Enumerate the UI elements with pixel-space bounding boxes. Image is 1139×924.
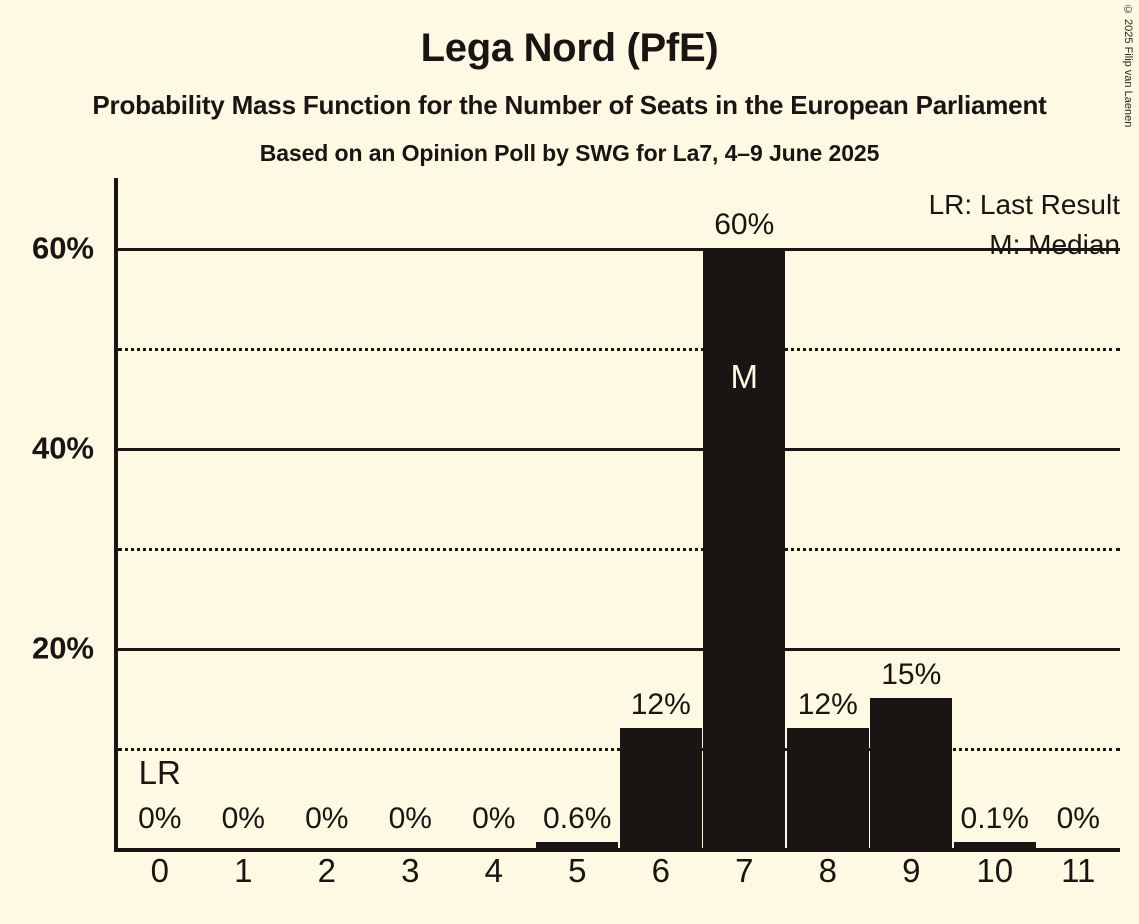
bar-value-label: 0% <box>305 802 349 835</box>
page-title: Lega Nord (PfE) <box>420 26 719 70</box>
gridline-minor <box>118 748 1120 751</box>
bar <box>870 698 953 848</box>
bar-value-label: 0.6% <box>543 802 612 835</box>
plot-area: 20% 40% 60% 0% 0% 0% 0% 0% 0.6% 12% 60% 12% 15% 0.1%… <box>32 178 1120 887</box>
bar <box>703 248 786 848</box>
gridline-minor <box>118 548 1120 551</box>
bar <box>619 728 702 848</box>
bar-value-label: 0% <box>1056 802 1100 835</box>
x-axis-tick-label: 10 <box>976 852 1014 889</box>
x-axis-tick-label: 7 <box>735 852 754 889</box>
bar-value-label: 0.1% <box>960 802 1029 835</box>
y-axis-tick-label: 20% <box>31 630 94 666</box>
bar-value-label: 0% <box>472 802 516 835</box>
x-axis-tick-label: 5 <box>568 852 587 889</box>
legend-item-last-result: LR: Last Result <box>928 189 1120 220</box>
y-axis-tick-label: 40% <box>31 430 94 466</box>
x-axis-tick-label: 4 <box>484 852 503 889</box>
bar-value-label: 0% <box>388 802 432 835</box>
y-axis-tick-label: 60% <box>31 230 94 266</box>
bar-value-label: 12% <box>797 688 858 721</box>
gridline-major <box>118 448 1120 451</box>
bar-value-label: 60% <box>714 208 775 241</box>
bar-value-label: 0% <box>221 802 265 835</box>
copyright-notice: © 2025 Filip van Laenen <box>1122 4 1134 128</box>
y-axis-line <box>114 178 118 848</box>
median-marker: M <box>730 358 759 395</box>
x-axis-tick-label: 3 <box>401 852 420 889</box>
x-axis-tick-label: 0 <box>150 852 169 889</box>
title-block: Lega Nord (PfE) Probability Mass Functio… <box>0 0 1139 165</box>
chart-source-note: Based on an Opinion Poll by SWG for La7,… <box>259 140 880 166</box>
gridline-major <box>118 648 1120 651</box>
bar <box>953 842 1036 848</box>
x-axis-line <box>114 848 1120 852</box>
x-axis-tick-label: 1 <box>234 852 253 889</box>
bar <box>536 842 619 848</box>
gridline-minor <box>118 348 1120 351</box>
last-result-marker: LR <box>138 754 181 791</box>
bar-value-label: 12% <box>630 688 691 721</box>
chart-subtitle: Probability Mass Function for the Number… <box>92 90 1047 120</box>
x-axis-tick-label: 2 <box>317 852 336 889</box>
bar <box>786 728 869 848</box>
bar-value-label: 15% <box>881 658 942 691</box>
gridline-major <box>118 248 1120 251</box>
x-axis-tick-label: 6 <box>651 852 670 889</box>
legend: LR: Last Result M: Median <box>700 185 1120 265</box>
legend-item-median: M: Median <box>989 229 1120 260</box>
bar-value-label: 0% <box>138 802 182 835</box>
x-axis-tick-label: 8 <box>818 852 837 889</box>
x-axis-tick-label: 9 <box>902 852 921 889</box>
x-axis-tick-label: 11 <box>1061 852 1096 889</box>
